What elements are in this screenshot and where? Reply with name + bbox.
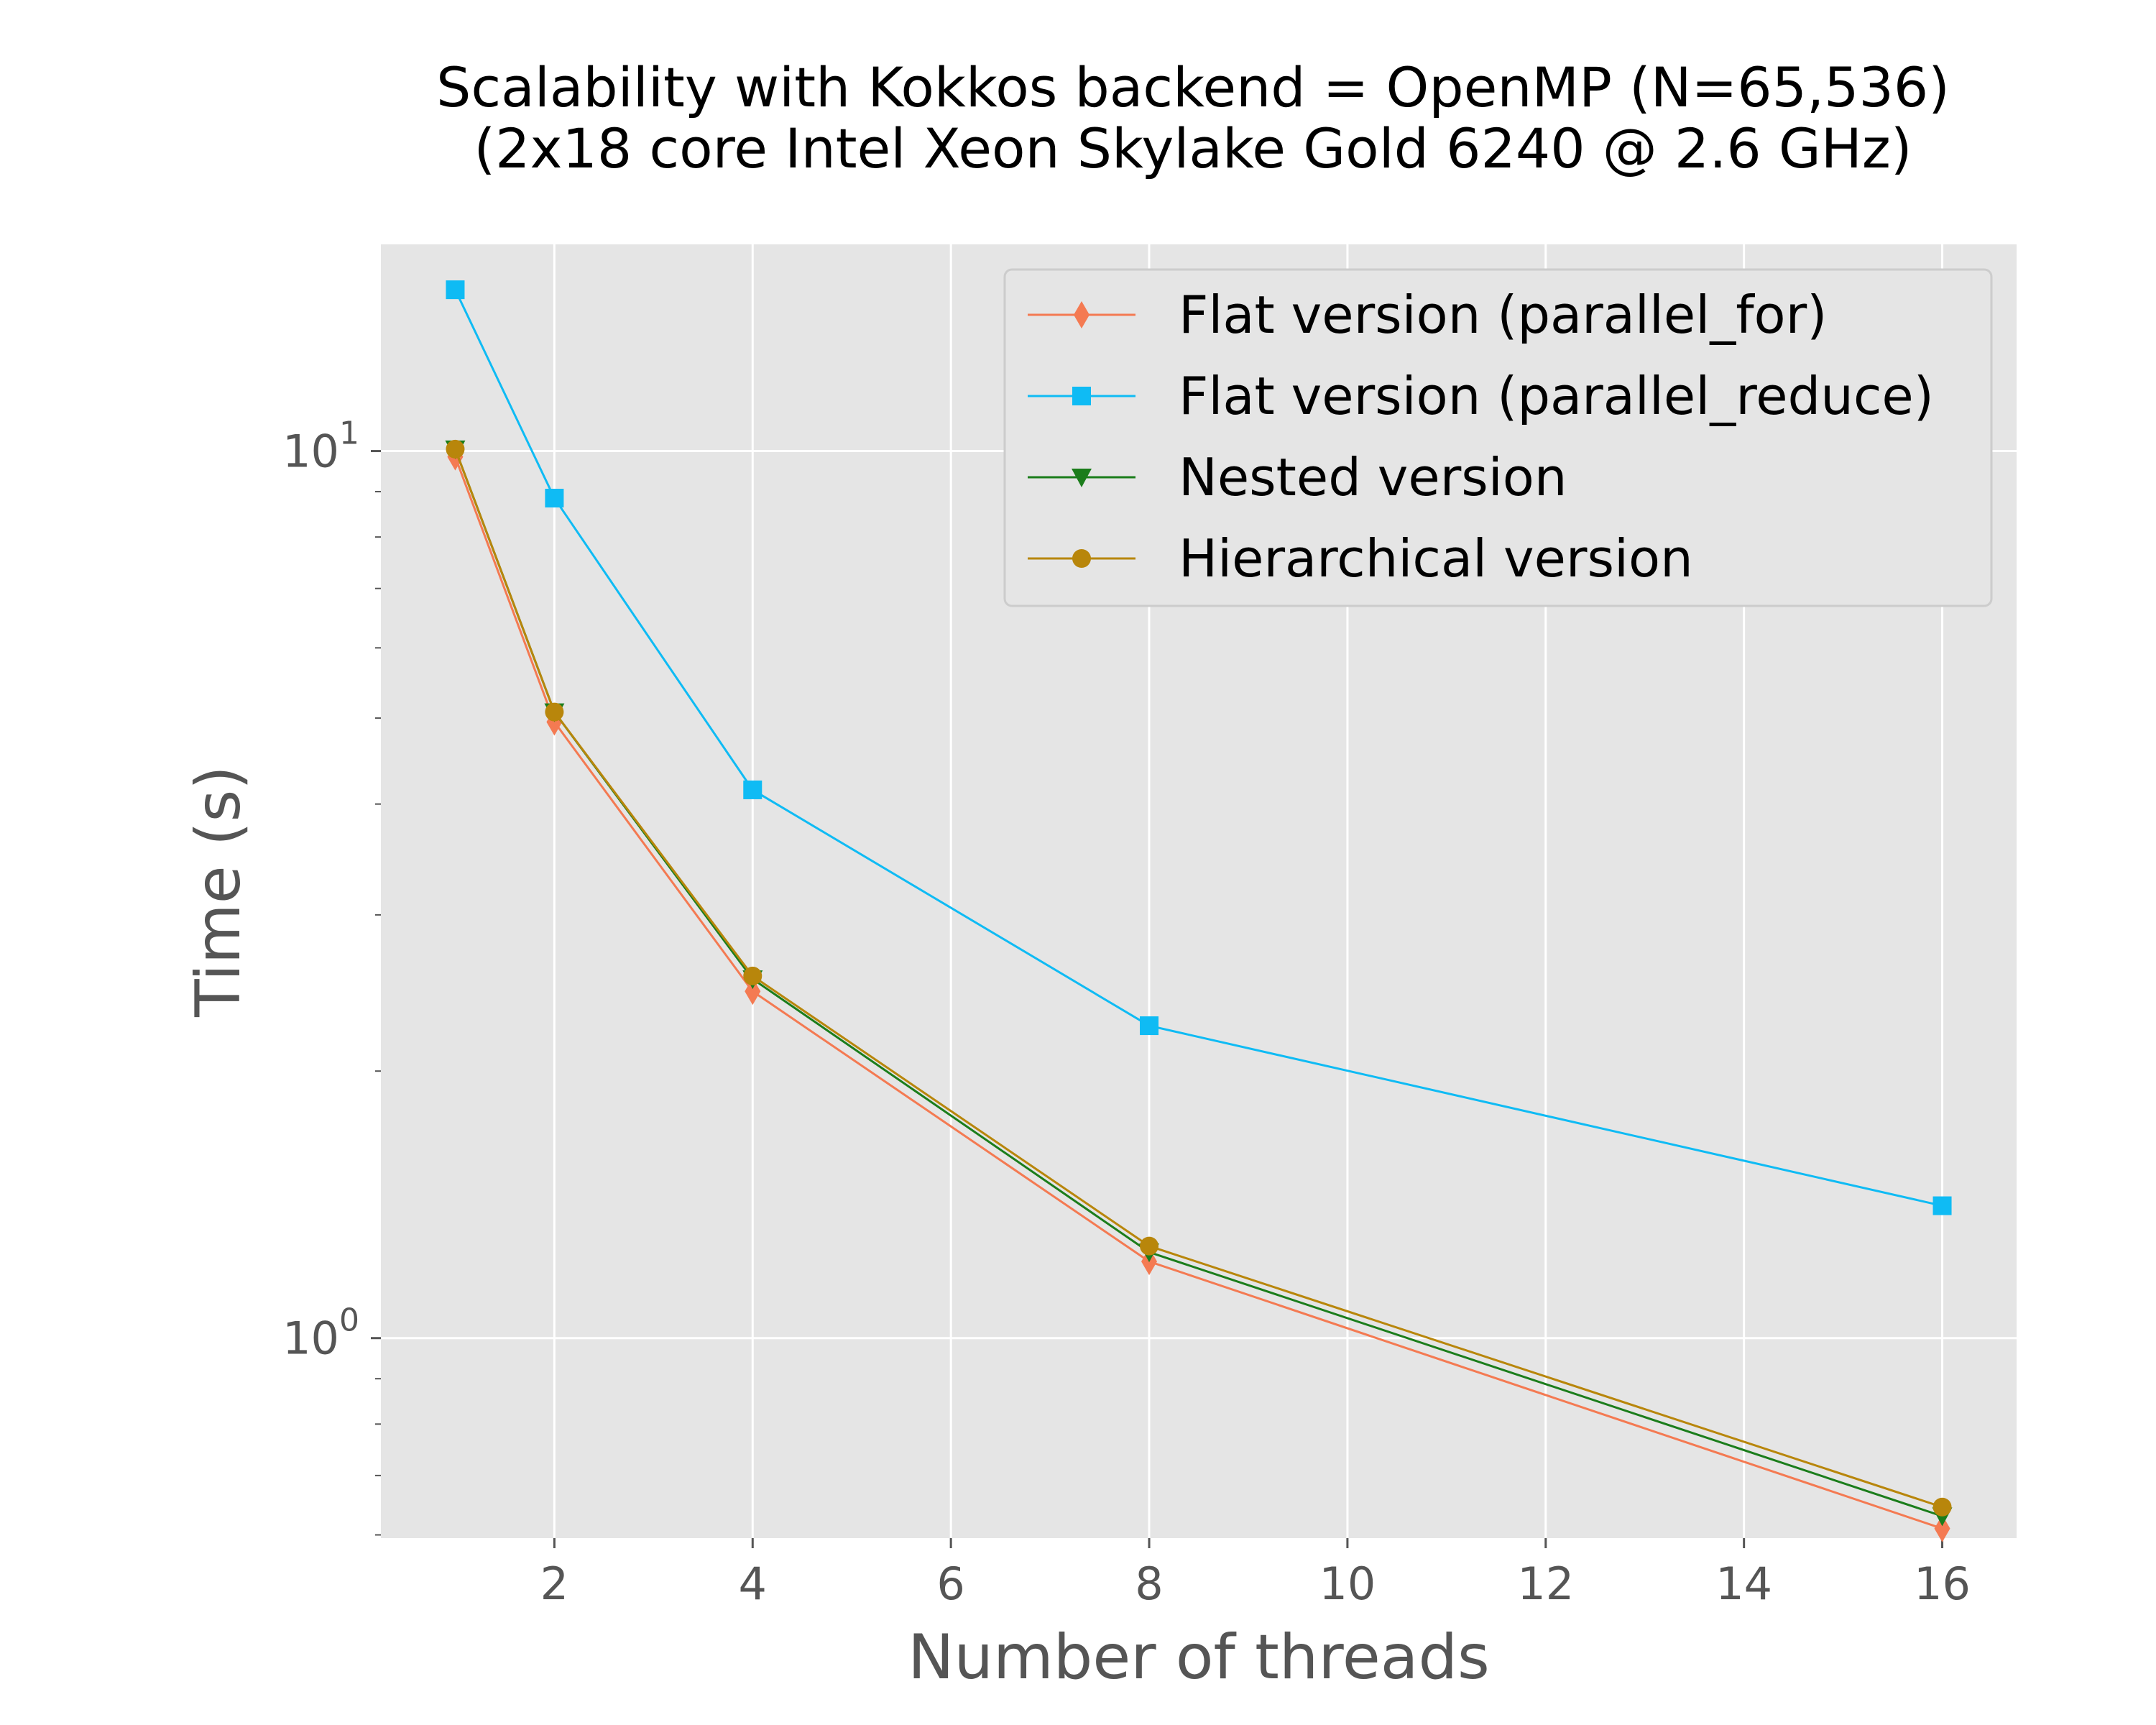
legend-marker xyxy=(1074,301,1089,328)
legend: Flat version (parallel_for) Flat version … xyxy=(1003,268,1993,607)
legend-marker xyxy=(1072,469,1092,487)
x-axis-ticks: 2 4 6 8 10 12 14 16 xyxy=(540,1538,1971,1610)
x-tick-label: 6 xyxy=(936,1558,964,1610)
legend-label: Flat version (parallel_reduce) xyxy=(1179,366,1934,426)
data-point xyxy=(743,966,763,985)
legend-box xyxy=(1003,268,1993,607)
legend-entry: Nested version xyxy=(1028,447,1567,507)
x-tick-label: 16 xyxy=(1914,1558,1971,1610)
data-point xyxy=(545,489,564,508)
legend-label: Nested version xyxy=(1179,447,1567,507)
x-tick-label: 12 xyxy=(1517,1558,1574,1610)
chart-title: Scalability with Kokkos backend = OpenMP… xyxy=(436,55,1950,119)
x-tick-label: 8 xyxy=(1135,1558,1163,1610)
x-tick-label: 4 xyxy=(739,1558,767,1610)
data-point xyxy=(1932,1196,1952,1215)
legend-entry: Hierarchical version xyxy=(1028,528,1693,589)
y-minor-ticks xyxy=(375,491,381,1536)
y-axis-ticks: 100 101 xyxy=(282,415,381,1365)
data-point xyxy=(1934,1514,1950,1542)
data-point xyxy=(1932,1497,1952,1517)
data-point xyxy=(1140,1236,1159,1256)
series-4 xyxy=(446,439,1952,1517)
data-point xyxy=(745,978,761,1006)
data-point xyxy=(446,439,465,459)
series-2 xyxy=(446,280,1952,1215)
legend-entry: Flat version (parallel_reduce) xyxy=(1028,366,1934,426)
legend-label: Flat version (parallel_for) xyxy=(1179,285,1827,345)
data-point xyxy=(743,780,763,799)
y-tick-label: 100 xyxy=(282,1302,359,1365)
y-tick-label: 101 xyxy=(282,415,359,478)
legend-marker xyxy=(1072,549,1091,568)
legend-marker xyxy=(1072,387,1091,405)
series-group xyxy=(445,280,1953,1542)
data-point xyxy=(446,280,465,300)
x-axis-label: Number of threads xyxy=(908,1622,1490,1693)
y-axis-label: Time (s) xyxy=(183,765,254,1018)
x-tick-label: 10 xyxy=(1319,1558,1376,1610)
x-tick-label: 2 xyxy=(540,1558,568,1610)
legend-entry: Flat version (parallel_for) xyxy=(1028,285,1827,345)
legend-label: Hierarchical version xyxy=(1179,528,1693,589)
chart-subtitle: (2x18 core Intel Xeon Skylake Gold 6240 … xyxy=(474,116,1912,180)
x-tick-label: 14 xyxy=(1715,1558,1772,1610)
data-point xyxy=(1140,1016,1159,1036)
data-point xyxy=(545,702,564,722)
